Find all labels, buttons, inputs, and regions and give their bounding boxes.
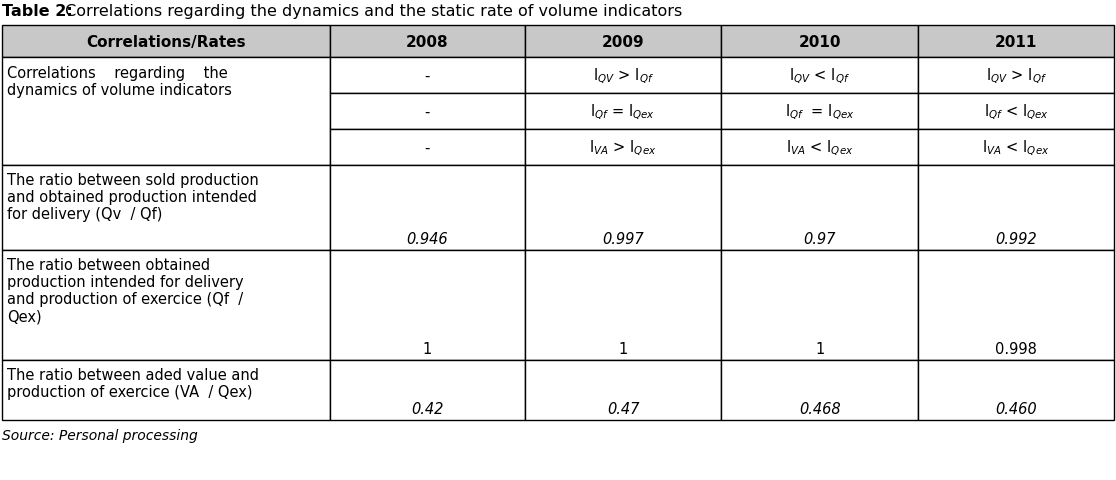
Text: 0.47: 0.47	[607, 401, 639, 416]
Text: for delivery (Qv  / Qf): for delivery (Qv / Qf)	[7, 206, 162, 222]
Bar	[330, 166, 525, 251]
Text: 1: 1	[816, 341, 825, 356]
Text: -: -	[425, 68, 430, 84]
Bar	[918, 251, 1114, 360]
Text: and obtained production intended: and obtained production intended	[7, 190, 257, 204]
Bar	[2, 58, 330, 166]
Text: 0.946: 0.946	[406, 231, 449, 246]
Text: 1: 1	[618, 341, 627, 356]
Bar	[525, 94, 721, 130]
Text: The ratio between sold production: The ratio between sold production	[7, 173, 259, 188]
Bar	[721, 26, 918, 58]
Text: -: -	[425, 104, 430, 119]
Bar	[918, 130, 1114, 166]
Text: Source: Personal processing: Source: Personal processing	[2, 428, 198, 442]
Bar	[721, 130, 918, 166]
Text: I$_{VA}$ < I$_{Qex}$: I$_{VA}$ < I$_{Qex}$	[982, 138, 1050, 157]
Bar	[330, 130, 525, 166]
Text: Correlations regarding the dynamics and the static rate of volume indicators: Correlations regarding the dynamics and …	[60, 4, 682, 19]
Text: I$_{VA}$ > I$_{Qex}$: I$_{VA}$ > I$_{Qex}$	[589, 138, 657, 157]
Bar	[525, 26, 721, 58]
Bar	[525, 58, 721, 94]
Text: I$_{Qf}$ = I$_{Qex}$: I$_{Qf}$ = I$_{Qex}$	[590, 102, 655, 121]
Text: 0.997: 0.997	[603, 231, 644, 246]
Text: 1: 1	[423, 341, 432, 356]
Bar	[525, 130, 721, 166]
Text: Qex): Qex)	[7, 308, 41, 324]
Bar	[918, 26, 1114, 58]
Bar	[330, 251, 525, 360]
Bar	[721, 251, 918, 360]
Text: 2010: 2010	[799, 35, 841, 49]
Text: and production of exercice (Qf  /: and production of exercice (Qf /	[7, 291, 243, 306]
Bar	[918, 360, 1114, 420]
Text: I$_{QV}$ < I$_{Qf}$: I$_{QV}$ < I$_{Qf}$	[789, 66, 850, 85]
Bar	[525, 166, 721, 251]
Text: 0.42: 0.42	[411, 401, 443, 416]
Bar	[525, 251, 721, 360]
Text: production of exercice (VA  / Qex): production of exercice (VA / Qex)	[7, 384, 252, 399]
Text: Correlations/Rates: Correlations/Rates	[86, 35, 246, 49]
Bar	[918, 166, 1114, 251]
Text: 0.468: 0.468	[799, 401, 840, 416]
Text: -: -	[425, 140, 430, 155]
Text: production intended for delivery: production intended for delivery	[7, 275, 243, 289]
Bar	[2, 166, 330, 251]
Bar	[2, 26, 330, 58]
Bar	[330, 26, 525, 58]
Bar	[2, 360, 330, 420]
Text: 0.460: 0.460	[995, 401, 1037, 416]
Text: dynamics of volume indicators: dynamics of volume indicators	[7, 83, 232, 98]
Text: 0.998: 0.998	[995, 341, 1037, 356]
Bar	[330, 58, 525, 94]
Text: 0.992: 0.992	[995, 231, 1037, 246]
Text: 2011: 2011	[995, 35, 1038, 49]
Bar	[525, 360, 721, 420]
Bar	[721, 58, 918, 94]
Bar	[721, 166, 918, 251]
Bar	[721, 360, 918, 420]
Text: The ratio between aded value and: The ratio between aded value and	[7, 367, 259, 382]
Text: 0.97: 0.97	[804, 231, 836, 246]
Text: 2009: 2009	[602, 35, 644, 49]
Text: I$_{Qf}$  = I$_{Qex}$: I$_{Qf}$ = I$_{Qex}$	[785, 102, 855, 121]
Bar	[721, 94, 918, 130]
Bar	[918, 94, 1114, 130]
Text: The ratio between obtained: The ratio between obtained	[7, 257, 210, 273]
Bar	[918, 58, 1114, 94]
Text: I$_{QV}$ > I$_{Qf}$: I$_{QV}$ > I$_{Qf}$	[593, 66, 654, 85]
Text: I$_{QV}$ > I$_{Qf}$: I$_{QV}$ > I$_{Qf}$	[985, 66, 1047, 85]
Text: 2008: 2008	[406, 35, 449, 49]
Text: I$_{VA}$ < I$_{Qex}$: I$_{VA}$ < I$_{Qex}$	[786, 138, 854, 157]
Bar	[330, 94, 525, 130]
Text: Table 2:: Table 2:	[2, 4, 73, 19]
Text: I$_{Qf}$ < I$_{Qex}$: I$_{Qf}$ < I$_{Qex}$	[983, 102, 1049, 121]
Text: Correlations    regarding    the: Correlations regarding the	[7, 66, 228, 81]
Bar	[2, 251, 330, 360]
Bar	[330, 360, 525, 420]
